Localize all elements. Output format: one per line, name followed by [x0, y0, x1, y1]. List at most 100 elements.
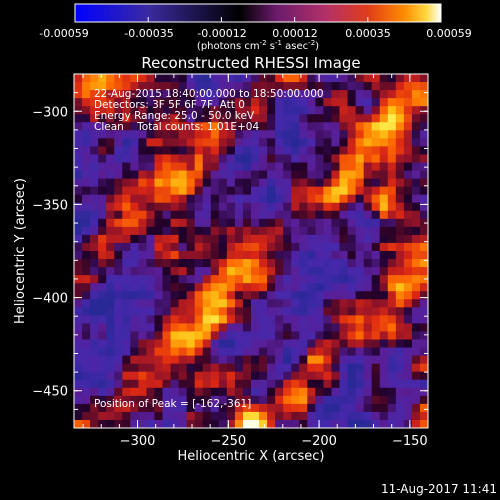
heatmap-cell	[242, 202, 252, 212]
heatmap-cell	[411, 210, 421, 220]
x-tick-label: −150	[392, 434, 428, 449]
heatmap-cell	[210, 154, 220, 163]
heatmap-cell	[379, 251, 389, 260]
heatmap-cell	[82, 170, 91, 179]
heatmap-cell	[218, 146, 228, 155]
heatmap-cell	[178, 98, 188, 107]
heatmap-cell	[315, 98, 324, 107]
heatmap-cell	[331, 178, 340, 188]
heatmap-cell	[178, 267, 188, 276]
heatmap-cell	[170, 114, 179, 123]
heatmap-cell	[242, 130, 252, 139]
heatmap-cell	[202, 194, 212, 204]
heatmap-cell	[194, 395, 204, 405]
heatmap-cell	[331, 347, 340, 356]
heatmap-cell	[379, 74, 389, 83]
heatmap-cell	[283, 387, 292, 397]
y-tick-label: −350	[32, 198, 68, 213]
heatmap-cell	[202, 162, 212, 171]
heatmap-cell	[419, 291, 428, 300]
heatmap-cell	[202, 363, 212, 373]
heatmap-cell	[403, 170, 413, 179]
heatmap-cell	[411, 202, 421, 212]
heatmap-cell	[146, 242, 155, 252]
heatmap-cell	[259, 194, 268, 204]
heatmap-cell	[419, 347, 428, 356]
heatmap-cell	[275, 323, 284, 332]
heatmap-cell	[347, 347, 356, 356]
heatmap-cell	[299, 323, 308, 332]
heatmap-cell	[106, 202, 115, 212]
chart-title: Reconstructed RHESSI Image	[141, 54, 360, 72]
heatmap-cell	[242, 146, 252, 155]
heatmap-cell	[170, 315, 179, 324]
heatmap-cell	[379, 331, 389, 340]
heatmap-cell	[363, 82, 373, 91]
heatmap-cell	[331, 363, 340, 373]
heatmap-cell	[259, 299, 268, 308]
heatmap-cell	[275, 267, 284, 276]
heatmap-cell	[242, 178, 252, 188]
heatmap-cell	[210, 411, 220, 421]
heatmap-cell	[130, 98, 139, 107]
heatmap-cell	[307, 331, 316, 340]
heatmap-cell	[98, 403, 107, 413]
heatmap-cell	[403, 146, 413, 155]
heatmap-cell	[90, 218, 99, 228]
heatmap-cell	[194, 315, 204, 324]
heatmap-cell	[82, 74, 91, 83]
heatmap-cell	[154, 106, 163, 115]
heatmap-cell	[411, 138, 421, 147]
heatmap-cell	[138, 82, 147, 91]
heatmap-cell	[90, 331, 99, 340]
heatmap-cell	[130, 202, 139, 212]
heatmap-cell	[299, 419, 308, 428]
heatmap-cell	[395, 154, 405, 163]
heatmap-cell	[363, 202, 373, 212]
heatmap-cell	[395, 218, 405, 228]
heatmap-cell	[82, 291, 91, 300]
heatmap-cell	[315, 130, 324, 139]
heatmap-cell	[234, 194, 244, 204]
heatmap-cell	[275, 395, 284, 405]
heatmap-cell	[138, 323, 147, 332]
heatmap-cell	[178, 194, 188, 204]
heatmap-cell	[106, 403, 115, 413]
heatmap-cell	[226, 154, 236, 163]
heatmap-cell	[154, 283, 163, 292]
heatmap-cell	[82, 178, 91, 188]
heatmap-cell	[202, 106, 212, 115]
heatmap-cell	[363, 218, 373, 228]
heatmap-cell	[106, 218, 115, 228]
heatmap-cell	[379, 210, 389, 220]
heatmap-cell	[138, 315, 147, 324]
heatmap-cell	[146, 114, 155, 123]
heatmap-cell	[202, 275, 212, 284]
heatmap-cell	[234, 90, 244, 99]
heatmap-cell	[98, 267, 107, 276]
heatmap-cell	[122, 178, 131, 188]
heatmap-cell	[210, 218, 220, 228]
heatmap-cell	[162, 74, 171, 83]
heatmap-cell	[98, 146, 107, 155]
heatmap-cell	[403, 331, 413, 340]
heatmap-cell	[194, 379, 204, 389]
heatmap-cell	[90, 371, 99, 381]
heatmap-cell	[299, 387, 308, 397]
heatmap-cell	[194, 186, 204, 196]
heatmap-cell	[323, 299, 332, 308]
heatmap-cell	[315, 395, 324, 405]
heatmap-cell	[138, 395, 147, 405]
heatmap-cell	[387, 363, 397, 373]
heatmap-cell	[403, 162, 413, 171]
heatmap-cell	[138, 234, 147, 244]
heatmap-cell	[411, 226, 421, 236]
heatmap-cell	[387, 315, 397, 324]
heatmap-cell	[419, 379, 428, 389]
heatmap-cell	[331, 218, 340, 228]
heatmap-cell	[146, 251, 155, 260]
heatmap-cell	[74, 419, 83, 428]
heatmap-cell	[355, 98, 365, 107]
heatmap-cell	[202, 331, 212, 340]
heatmap-cell	[242, 162, 252, 171]
